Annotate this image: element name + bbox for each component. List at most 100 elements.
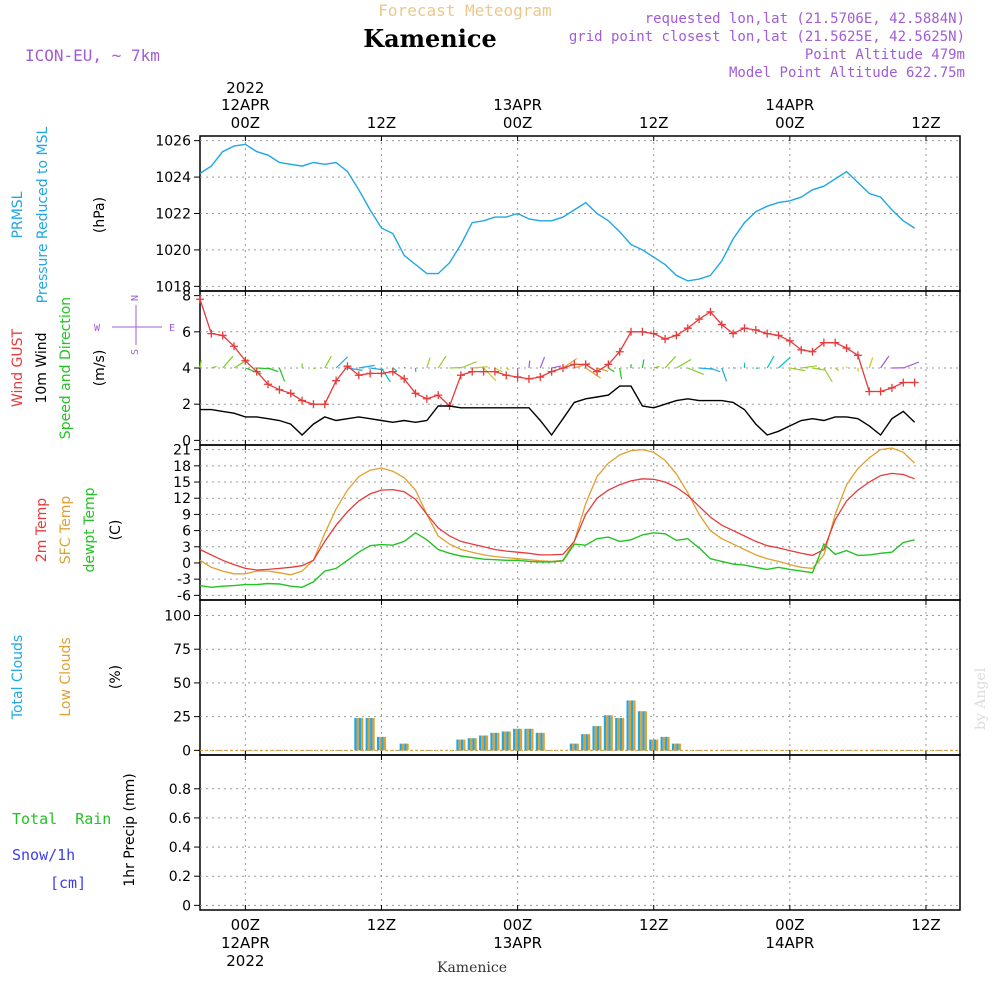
wind-gust-line bbox=[199, 298, 915, 408]
wind-direction-arrow bbox=[324, 355, 332, 369]
wind-gust-marker bbox=[400, 374, 409, 383]
temperature-ytick-label: 9 bbox=[182, 507, 191, 523]
wind-direction-arrow bbox=[823, 367, 833, 383]
cloud-bar bbox=[671, 743, 675, 751]
cloud-bar bbox=[585, 734, 588, 751]
bottom-date-label: 12APR bbox=[221, 934, 270, 952]
footer-location: Kamenice bbox=[437, 960, 507, 976]
precip-ytick-label: 0 bbox=[182, 898, 191, 914]
wind-direction-arrow bbox=[653, 365, 660, 369]
wind-direction-arrow bbox=[267, 367, 279, 373]
cloud-bar bbox=[651, 739, 654, 751]
wind-direction-arrow bbox=[403, 366, 406, 369]
wind-gust-marker bbox=[366, 369, 375, 378]
wind-direction-arrow bbox=[766, 355, 775, 369]
wind-gust-label: Wind GUST bbox=[10, 328, 26, 407]
wind-gust-marker bbox=[547, 367, 556, 376]
clouds-frame bbox=[199, 599, 961, 756]
cloud-bar bbox=[485, 735, 489, 751]
cloud-bar bbox=[581, 734, 584, 751]
cloud-bar bbox=[490, 732, 493, 751]
precip-ytick-label: 0.4 bbox=[169, 840, 191, 856]
wind-direction-arrow bbox=[676, 359, 692, 369]
cloud-bar bbox=[535, 732, 539, 751]
wind-gust-marker bbox=[513, 373, 522, 382]
wind-gust-marker bbox=[570, 360, 579, 369]
wind-gust-marker bbox=[887, 383, 896, 392]
bottom-xtick-label: 00Z bbox=[503, 916, 532, 934]
cloud-bar bbox=[631, 700, 634, 751]
wind-gust-marker bbox=[717, 320, 726, 329]
wind-gust-marker bbox=[434, 391, 443, 400]
wind-gust-marker bbox=[853, 351, 862, 360]
temperature-ytick-label: -6 bbox=[177, 588, 191, 604]
wind-gust-marker bbox=[695, 315, 704, 324]
cloud-bar bbox=[372, 717, 375, 751]
compass-north: N bbox=[130, 295, 141, 301]
wind-direction-arrow bbox=[494, 367, 503, 373]
cloud-bar bbox=[662, 736, 666, 751]
top-xtick-label: 00Z bbox=[775, 114, 804, 132]
cloud-bar bbox=[506, 731, 509, 751]
wind-direction-arrow bbox=[551, 365, 562, 369]
wind-gust-marker bbox=[479, 367, 488, 376]
temperature-ytick-label: 18 bbox=[173, 459, 191, 475]
cloud-bar bbox=[469, 738, 473, 751]
wind-gust-marker bbox=[683, 324, 692, 333]
wind-gust-marker bbox=[252, 367, 261, 376]
cloud-bar bbox=[517, 728, 520, 751]
compass-east: E bbox=[169, 323, 175, 334]
cloud-bar bbox=[626, 700, 629, 751]
wind-gust-marker bbox=[207, 329, 216, 338]
wind-gust-marker bbox=[706, 307, 715, 316]
bottom-date-label: 2022 bbox=[226, 952, 264, 970]
wind-gust-marker bbox=[411, 389, 420, 398]
model-altitude: Model Point Altitude 622.75m bbox=[729, 65, 965, 81]
cloud-bar bbox=[606, 715, 609, 751]
precip-ytick-label: 0.8 bbox=[169, 782, 191, 798]
bottom-date-label: 14APR bbox=[765, 934, 814, 952]
requested-coords: requested lon,lat (21.5706E, 42.5884N) bbox=[645, 11, 965, 27]
wind-direction-arrow bbox=[472, 366, 488, 369]
wind-gust-marker bbox=[456, 371, 465, 380]
wind-gust-marker bbox=[320, 400, 329, 409]
wind-direction-arrow bbox=[380, 367, 391, 383]
cloud-bar bbox=[519, 728, 523, 751]
wind-direction-arrow bbox=[868, 357, 874, 369]
clouds-ytick-label: 100 bbox=[164, 609, 191, 625]
cloud-bar bbox=[619, 717, 622, 751]
wind-gust-marker bbox=[490, 367, 499, 376]
cloud-bar bbox=[399, 743, 402, 751]
precip-ytick-label: 0.2 bbox=[169, 869, 191, 885]
wind-dir-label: Speed and Direction bbox=[58, 297, 74, 439]
wind-gust-marker bbox=[558, 364, 567, 372]
wind-gust-marker bbox=[593, 367, 602, 376]
cloud-bar bbox=[501, 731, 504, 751]
wind-direction-arrow bbox=[199, 359, 202, 369]
bottom-date-label: 13APR bbox=[493, 934, 542, 952]
pressure-label-long: Pressure Reduced to MSL bbox=[35, 126, 51, 303]
temperature-ytick-label: 21 bbox=[173, 443, 191, 459]
cloud-bar bbox=[513, 728, 516, 751]
temperature-ytick-label: 12 bbox=[173, 491, 191, 507]
cloud-bar bbox=[463, 739, 466, 751]
pressure-line bbox=[199, 143, 915, 282]
wind-gust-marker bbox=[774, 331, 783, 340]
temperature-ytick-label: 15 bbox=[173, 475, 191, 491]
wind-direction-arrow bbox=[426, 357, 431, 369]
wind-direction-arrow bbox=[721, 367, 728, 382]
wind-gust-marker bbox=[819, 338, 828, 347]
cloud-bar bbox=[354, 717, 357, 751]
wind-direction-arrow bbox=[789, 367, 806, 372]
wind-direction-arrow bbox=[699, 367, 714, 370]
cloud-bar bbox=[481, 735, 484, 751]
top-xtick-label: 12Z bbox=[367, 114, 396, 132]
wind-10m-label: 10m Wind bbox=[34, 332, 50, 403]
cloud-bar bbox=[528, 728, 532, 751]
wind-direction-arrow bbox=[358, 364, 375, 369]
wind-gust-marker bbox=[275, 385, 284, 394]
cloud-bar bbox=[594, 726, 598, 751]
cloud-bar bbox=[483, 735, 486, 751]
cloud-bar bbox=[361, 717, 364, 751]
